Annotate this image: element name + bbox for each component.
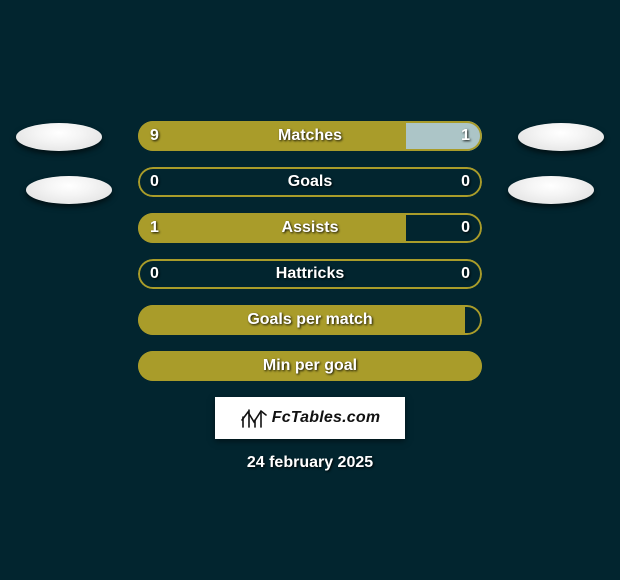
stat-row: Matches 9 1 bbox=[137, 120, 483, 152]
stat-value-right: 0 bbox=[461, 173, 470, 191]
stat-row: Assists 1 0 bbox=[137, 212, 483, 244]
stat-value-left: 9 bbox=[150, 127, 159, 145]
stat-label: Min per goal bbox=[263, 357, 357, 375]
stat-value-right: 1 bbox=[461, 127, 470, 145]
stat-value-right: 0 bbox=[461, 219, 470, 237]
stat-value-right: 0 bbox=[461, 265, 470, 283]
stat-row: Goals per match bbox=[137, 304, 483, 336]
footer-date: 24 february 2025 bbox=[247, 454, 373, 472]
stat-label: Goals per match bbox=[247, 311, 372, 329]
stat-value-left: 0 bbox=[150, 265, 159, 283]
player-avatar-right-b bbox=[508, 176, 594, 204]
stat-label: Goals bbox=[288, 173, 332, 191]
stat-row: Goals 0 0 bbox=[137, 166, 483, 198]
stat-label: Assists bbox=[282, 219, 339, 237]
stat-row: Min per goal bbox=[137, 350, 483, 382]
player-avatar-right-a bbox=[518, 123, 604, 151]
stat-value-left: 1 bbox=[150, 219, 159, 237]
fctables-logo-icon bbox=[240, 407, 268, 429]
stat-label: Matches bbox=[278, 127, 342, 145]
player-avatar-left-a bbox=[16, 123, 102, 151]
stat-label: Hattricks bbox=[276, 265, 344, 283]
fctables-logo-text: FcTables.com bbox=[272, 409, 381, 427]
stat-value-left: 0 bbox=[150, 173, 159, 191]
stat-fill-left bbox=[138, 121, 406, 151]
stat-fill-right bbox=[406, 121, 482, 151]
stat-rows-container: Matches91Goals00Assists10Hattricks00Goal… bbox=[137, 120, 483, 382]
stat-row: Hattricks 0 0 bbox=[137, 258, 483, 290]
stat-fill-left bbox=[138, 213, 406, 243]
player-avatar-left-b bbox=[26, 176, 112, 204]
fctables-logo[interactable]: FcTables.com bbox=[215, 397, 405, 439]
